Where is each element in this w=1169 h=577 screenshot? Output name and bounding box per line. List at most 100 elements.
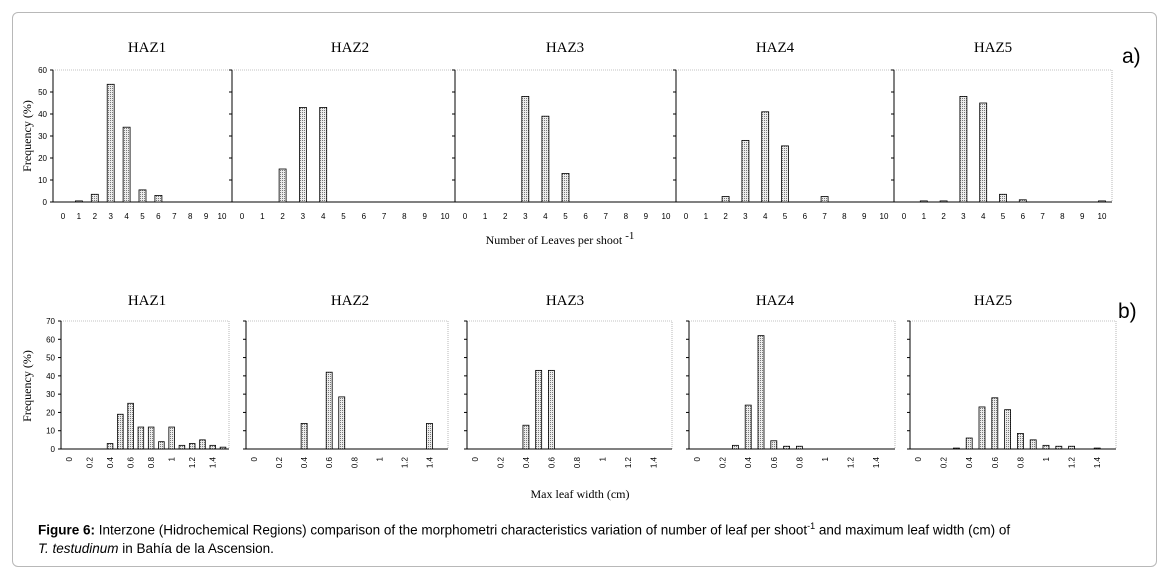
caption-text-2: and maximum leaf width (cm) of bbox=[815, 522, 1011, 538]
bar bbox=[319, 107, 328, 203]
bar bbox=[761, 111, 770, 203]
chart-b-1: 0 10 20 30 40 50 60 70 0 0.2 0.4 0.6 0.8 1 1.2 1.4 HAZ1 bbox=[46, 293, 230, 468]
x-tick-label: 6 bbox=[803, 212, 808, 221]
x-tick-label: 10 bbox=[880, 212, 889, 221]
x-tick-label: 4 bbox=[321, 212, 326, 221]
x-tick-label: 1 bbox=[483, 212, 488, 221]
x-tick-label: 0.2 bbox=[719, 456, 728, 468]
bar bbox=[168, 426, 175, 450]
bar bbox=[122, 126, 131, 203]
chart-title: HAZ5 bbox=[974, 40, 1012, 56]
x-tick-label: 9 bbox=[204, 212, 209, 221]
bar bbox=[1004, 409, 1011, 450]
bar bbox=[535, 369, 543, 450]
chart-title: HAZ1 bbox=[128, 293, 166, 309]
x-tick-label: 0.4 bbox=[744, 456, 753, 468]
y-tick-label: 60 bbox=[38, 66, 47, 75]
y-tick-label: 70 bbox=[46, 317, 55, 326]
bar bbox=[137, 426, 145, 450]
x-axis-label-b: Max leaf width (cm) bbox=[531, 487, 630, 501]
x-tick-label: 7 bbox=[1040, 212, 1045, 221]
bar bbox=[188, 443, 196, 450]
x-tick-label: 4 bbox=[763, 212, 768, 221]
bar bbox=[959, 96, 968, 203]
bar bbox=[991, 397, 999, 450]
x-tick-label: 1.2 bbox=[624, 456, 633, 468]
bar bbox=[158, 441, 165, 450]
x-tick-label: 0.2 bbox=[275, 456, 284, 468]
x-tick-label: 5 bbox=[341, 212, 346, 221]
bar bbox=[1018, 199, 1027, 203]
bar bbox=[178, 444, 186, 450]
x-tick-label: 1 bbox=[1042, 456, 1051, 461]
x-tick-label: 0.4 bbox=[965, 456, 974, 468]
x-tick-label: 1.4 bbox=[425, 456, 434, 468]
x-tick-label: 7 bbox=[172, 212, 177, 221]
y-axis-label-b: Frequency (%) bbox=[20, 350, 34, 422]
x-tick-label: 6 bbox=[156, 212, 161, 221]
y-tick-label: 20 bbox=[38, 154, 47, 163]
chart-title: HAZ4 bbox=[756, 40, 795, 56]
chart-b-2: 0 0.2 0.4 0.6 0.8 1 1.2 1.4 HAZ2 bbox=[243, 293, 449, 468]
x-tick-label: 0.6 bbox=[770, 456, 779, 468]
bar bbox=[999, 193, 1007, 203]
bar bbox=[783, 445, 790, 450]
bar bbox=[939, 200, 948, 203]
chart-title: HAZ2 bbox=[331, 40, 369, 56]
bar bbox=[1042, 444, 1050, 450]
bar bbox=[1017, 433, 1024, 450]
y-axis-label-a: Frequency (%) bbox=[20, 100, 34, 172]
x-tick-label: 1.2 bbox=[400, 456, 409, 468]
x-tick-label: 8 bbox=[1060, 212, 1065, 221]
x-tick-label: 9 bbox=[644, 212, 649, 221]
x-tick-label: 0.4 bbox=[522, 456, 531, 468]
x-tick-label: 1.4 bbox=[649, 456, 658, 468]
bar bbox=[1029, 439, 1037, 450]
x-tick-label: 0.2 bbox=[940, 456, 949, 468]
bar bbox=[1068, 445, 1075, 450]
bar bbox=[90, 193, 99, 203]
x-tick-label: 1.2 bbox=[188, 456, 197, 468]
x-tick-label: 0 bbox=[250, 456, 259, 461]
x-tick-label: 0.2 bbox=[496, 456, 505, 468]
chart-b-3: 0 0.2 0.4 0.6 0.8 1 1.2 1.4 HAZ3 bbox=[464, 293, 673, 468]
bar bbox=[147, 426, 155, 450]
bar bbox=[979, 102, 988, 203]
chart-a-1: 0 10 20 30 40 50 60 0 1 2 3 4 5 6 7 8 9 10 HAZ1 bbox=[38, 40, 232, 221]
x-tick-label: 0.6 bbox=[325, 456, 334, 468]
x-tick-label: 8 bbox=[624, 212, 629, 221]
x-tick-label: 1 bbox=[260, 212, 265, 221]
bar bbox=[721, 196, 730, 203]
bar bbox=[561, 172, 570, 203]
caption-text-1: Interzone (Hidrochemical Regions) compar… bbox=[95, 522, 808, 538]
bar bbox=[744, 404, 752, 450]
x-tick-label: 0.4 bbox=[106, 456, 115, 468]
bar bbox=[219, 446, 227, 450]
caption-text-3: in Bahía de la Ascension. bbox=[118, 540, 274, 556]
x-axis-label-a-superscript: -1 bbox=[625, 230, 634, 242]
x-tick-label: 0 bbox=[471, 456, 480, 461]
bar bbox=[300, 422, 308, 450]
chart-a-4: 0 1 2 3 4 5 6 7 8 9 10 HAZ4 bbox=[673, 40, 894, 221]
x-tick-label: 4 bbox=[981, 212, 986, 221]
x-tick-label: 7 bbox=[382, 212, 387, 221]
bar bbox=[209, 444, 216, 450]
y-tick-label: 40 bbox=[38, 110, 47, 119]
x-axis-label-a: Number of Leaves per shoot -1 bbox=[486, 230, 635, 247]
y-tick-label: 60 bbox=[46, 335, 55, 344]
x-tick-label: 0 bbox=[914, 456, 923, 461]
bar bbox=[741, 139, 750, 203]
bar bbox=[426, 422, 433, 450]
x-tick-label: 0 bbox=[902, 212, 907, 221]
x-tick-label: 10 bbox=[441, 212, 450, 221]
bar bbox=[757, 335, 765, 450]
bar bbox=[75, 200, 83, 203]
x-tick-label: 0.4 bbox=[300, 456, 309, 468]
plot-border bbox=[60, 320, 230, 450]
x-tick-label: 9 bbox=[1080, 212, 1085, 221]
bar bbox=[522, 424, 530, 450]
x-tick-label: 1 bbox=[77, 212, 82, 221]
bar bbox=[521, 96, 530, 203]
x-tick-label: 1.2 bbox=[847, 456, 856, 468]
x-tick-label: 3 bbox=[108, 212, 113, 221]
